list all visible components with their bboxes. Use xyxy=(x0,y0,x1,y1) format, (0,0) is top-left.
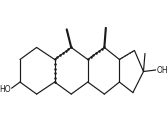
Text: OH: OH xyxy=(156,66,168,75)
Text: HO: HO xyxy=(0,85,11,94)
